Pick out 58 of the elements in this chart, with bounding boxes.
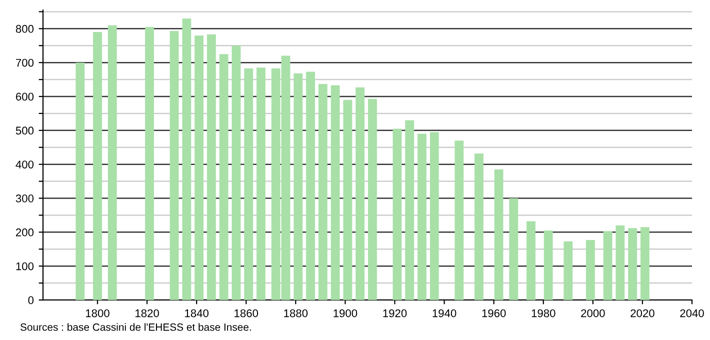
bar <box>564 241 573 300</box>
x-tick-label: 1940 <box>432 309 456 318</box>
bar <box>603 231 612 300</box>
bar <box>418 134 426 300</box>
y-tick-label: 400 <box>16 160 34 168</box>
bar <box>219 54 228 300</box>
x-tick-label: 1800 <box>86 309 110 318</box>
bar <box>586 240 595 300</box>
x-tick-label: 1860 <box>234 309 258 318</box>
bar <box>544 230 553 300</box>
bar <box>108 25 117 300</box>
bar <box>182 18 192 300</box>
bar <box>206 34 216 300</box>
y-tick-label: 800 <box>16 24 34 33</box>
x-tick-label: 1960 <box>482 309 506 318</box>
bar <box>454 140 464 300</box>
bar <box>194 35 204 300</box>
bar <box>368 98 377 300</box>
x-tick-label: 1920 <box>383 309 407 318</box>
source-note: Sources : base Cassini de l'EHESS et base Insee. <box>20 323 251 331</box>
bar <box>170 31 179 300</box>
bar <box>628 228 638 300</box>
bar <box>509 198 518 300</box>
bar <box>474 153 484 300</box>
x-tick-label: 2020 <box>630 309 654 318</box>
bar <box>232 46 241 300</box>
bar <box>244 68 254 300</box>
x-tick-label: 2040 <box>680 309 704 318</box>
bar <box>392 128 402 300</box>
bar <box>145 26 154 300</box>
bar <box>330 85 340 300</box>
y-tick-label: 100 <box>16 262 34 270</box>
bar <box>306 72 315 300</box>
bar <box>318 84 328 300</box>
bar <box>640 227 650 300</box>
x-tick-label: 1880 <box>284 309 308 318</box>
bar <box>494 169 504 300</box>
bar <box>343 100 352 300</box>
bar <box>256 68 266 300</box>
bar <box>616 225 625 300</box>
y-tick-label: 700 <box>16 58 34 67</box>
x-tick-label: 1900 <box>334 309 358 318</box>
bar <box>526 221 536 300</box>
bar <box>405 120 414 300</box>
x-tick-label: 1840 <box>185 309 209 318</box>
x-tick-label: 2000 <box>581 309 605 318</box>
bar <box>93 32 102 300</box>
x-tick-label: 1820 <box>136 309 159 318</box>
y-tick-label: 500 <box>16 126 34 135</box>
bar <box>294 73 303 300</box>
x-tick-label: 1980 <box>532 309 556 318</box>
bar <box>356 87 365 300</box>
y-tick-label: 0 <box>28 296 34 304</box>
y-tick-label: 600 <box>16 92 34 101</box>
bar <box>76 62 85 300</box>
y-tick-label: 200 <box>16 228 34 236</box>
bar <box>430 132 439 300</box>
y-tick-label: 300 <box>16 194 34 202</box>
